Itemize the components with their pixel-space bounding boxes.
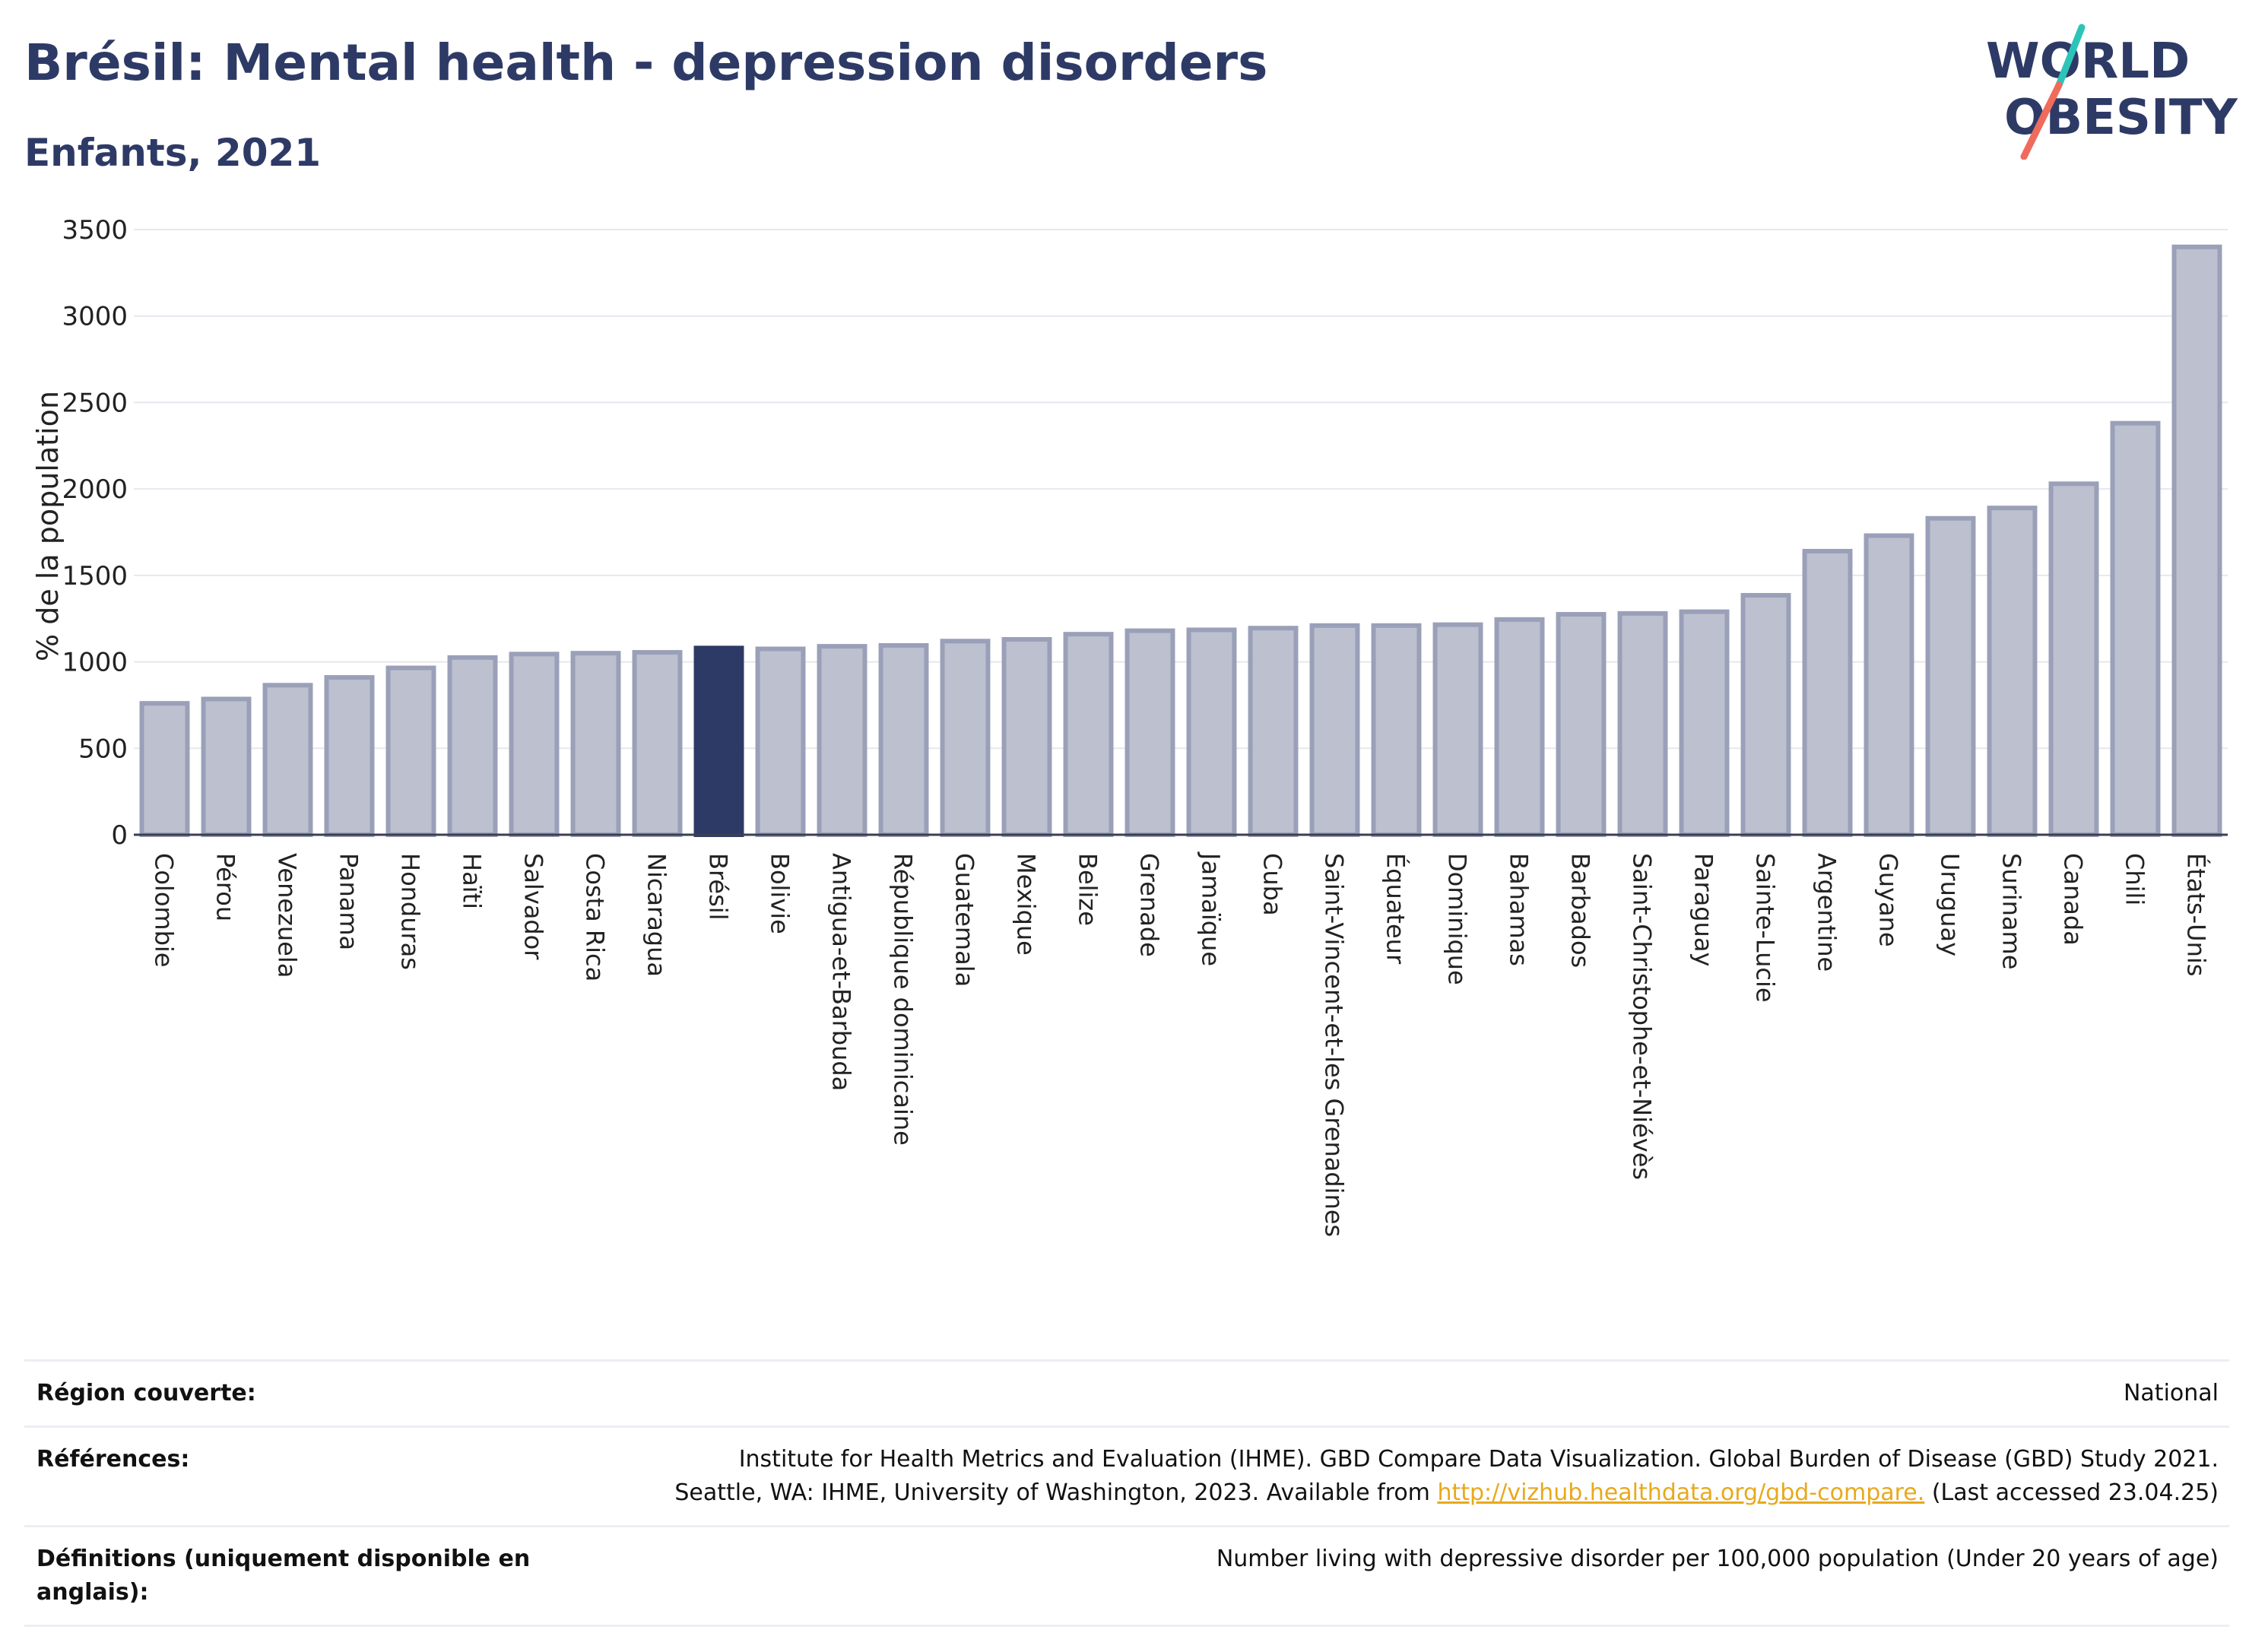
bar <box>1805 551 1851 835</box>
definitions-value: Number living with depressive disorder p… <box>569 1543 2219 1609</box>
x-tick-label: Colombie <box>150 853 179 967</box>
x-tick-label: Chili <box>2121 853 2149 905</box>
bar <box>1004 639 1050 835</box>
y-tick-label: 3000 <box>62 302 128 332</box>
x-tick-label: Sainte-Lucie <box>1751 853 1780 1003</box>
bar <box>1374 626 1420 835</box>
references-value: Institute for Health Metrics and Evaluat… <box>569 1443 2219 1510</box>
bar <box>450 658 496 835</box>
x-tick-label: Bahamas <box>1505 853 1534 966</box>
references-link[interactable]: http://vizhub.healthdata.org/gbd-compare… <box>1437 1479 1924 1506</box>
bar <box>758 649 804 835</box>
y-tick-label: 1000 <box>62 648 128 678</box>
bar <box>1743 595 1789 835</box>
x-tick-label: Belize <box>1074 853 1102 926</box>
bar <box>573 653 619 835</box>
x-tick-label: Nicaragua <box>642 853 671 977</box>
references-line-2: Seattle, WA: IHME, University of Washing… <box>569 1476 2219 1510</box>
x-tick-label: Uruguay <box>1936 853 1965 956</box>
x-tick-label: Venezuela <box>273 853 302 978</box>
bar <box>1128 631 1173 835</box>
x-tick-label: Antigua-et-Barbuda <box>827 853 856 1091</box>
x-tick-label: Jamaïque <box>1197 851 1226 966</box>
x-tick-label: Haïti <box>458 853 487 909</box>
x-tick-label: Suriname <box>1997 853 2026 969</box>
info-table: Région couverte: National Références: In… <box>24 1359 2229 1627</box>
x-tick-label: Saint-Christophe-et-Niévès <box>1628 853 1657 1180</box>
bar <box>142 703 188 835</box>
bar <box>1990 508 2035 835</box>
bar <box>943 641 988 835</box>
x-tick-label: Barbados <box>1566 853 1595 968</box>
references-label: Références: <box>36 1443 569 1510</box>
bar <box>881 645 927 835</box>
bar <box>820 646 865 835</box>
x-tick-label: République dominicaine <box>889 853 918 1146</box>
x-tick-label: États-Unis <box>2182 853 2211 976</box>
bar <box>1251 628 1296 835</box>
x-tick-label: Dominique <box>1443 853 1472 985</box>
x-tick-label: Pérou <box>211 853 240 921</box>
x-tick-label: Guyane <box>1874 853 1903 947</box>
x-tick-label: Grenade <box>1135 853 1164 957</box>
references-text-pre: Seattle, WA: IHME, University of Washing… <box>674 1479 1437 1506</box>
x-tick-label: Bolivie <box>766 853 795 934</box>
y-tick-label: 2500 <box>62 388 128 418</box>
x-axis-labels: Colombie Pérou Venezuela Panama Honduras Haït… <box>150 851 2211 1237</box>
bar <box>1928 518 1974 835</box>
region-value: National <box>569 1377 2219 1410</box>
y-axis-label: % de la population <box>31 391 65 661</box>
bar <box>1620 614 1666 835</box>
bar <box>1189 629 1235 835</box>
y-tick-label: 2000 <box>62 474 128 505</box>
bar <box>2174 247 2220 835</box>
y-tick-label: 1500 <box>62 561 128 591</box>
info-row-references: Références: Institute for Health Metrics… <box>24 1425 2229 1525</box>
x-tick-label: Salvador <box>519 853 548 960</box>
bar <box>1312 626 1358 835</box>
bar <box>1435 625 1481 835</box>
x-tick-label: Argentine <box>1813 853 1841 972</box>
y-tick-label: 3500 <box>62 215 128 246</box>
references-text-post: (Last accessed 23.04.25) <box>1924 1479 2219 1506</box>
x-tick-label: Costa Rica <box>581 853 610 981</box>
bar <box>1497 620 1543 835</box>
info-row-region: Région couverte: National <box>24 1359 2229 1425</box>
bar <box>1682 612 1727 835</box>
info-row-definitions: Définitions (uniquement disponible en an… <box>24 1525 2229 1627</box>
region-label: Région couverte: <box>36 1377 569 1410</box>
references-line-1: Institute for Health Metrics and Evaluat… <box>569 1443 2219 1476</box>
bar <box>2113 423 2159 835</box>
bar <box>512 654 557 835</box>
x-tick-label: Paraguay <box>1689 853 1718 966</box>
bar <box>327 677 373 835</box>
x-tick-label: Brésil <box>704 853 733 921</box>
definitions-label: Définitions (uniquement disponible en an… <box>36 1543 569 1609</box>
x-tick-label: Guatemala <box>950 853 979 987</box>
bar <box>204 699 249 835</box>
x-tick-label: Honduras <box>396 853 425 970</box>
bar <box>1559 614 1604 835</box>
x-tick-label: Équateur <box>1381 853 1410 965</box>
x-tick-label: Canada <box>2059 853 2088 946</box>
bar <box>1066 634 1112 835</box>
y-tick-label: 500 <box>78 734 128 764</box>
x-tick-label: Saint-Vincent-et-les Grenadines <box>1320 853 1349 1237</box>
bar <box>265 685 311 835</box>
bar <box>635 652 680 835</box>
x-tick-label: Panama <box>335 853 363 950</box>
x-tick-label: Mexique <box>1012 853 1041 956</box>
bar <box>2051 484 2097 835</box>
bar-chart: 0 500 1000 1500 2000 2500 3000 3500 Colombie Pér… <box>0 0 2249 1353</box>
bar <box>1867 536 1912 835</box>
bar <box>389 668 434 835</box>
bar <box>696 648 742 835</box>
bars <box>142 247 2220 835</box>
y-tick-label: 0 <box>111 820 128 851</box>
y-axis-ticks: 0 500 1000 1500 2000 2500 3000 3500 <box>62 215 128 851</box>
x-tick-label: Cuba <box>1258 853 1287 916</box>
